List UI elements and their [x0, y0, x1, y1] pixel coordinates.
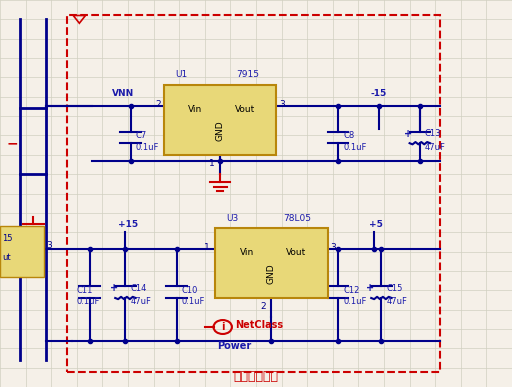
Text: 1: 1 — [209, 159, 215, 168]
Text: C10: C10 — [182, 286, 198, 295]
Text: 1: 1 — [204, 243, 210, 252]
Text: ブランケット: ブランケット — [233, 370, 279, 383]
Text: C14: C14 — [131, 284, 147, 293]
Bar — [67, 15, 440, 372]
Text: Vin: Vin — [240, 248, 254, 257]
Text: +15: +15 — [118, 220, 138, 229]
Text: 47uF: 47uF — [425, 142, 446, 152]
Text: C7: C7 — [136, 131, 147, 140]
Text: 47uF: 47uF — [387, 297, 408, 307]
Text: 3: 3 — [46, 241, 52, 250]
Text: C11: C11 — [77, 286, 93, 295]
Text: +: + — [404, 128, 412, 139]
Text: 0.1uF: 0.1uF — [343, 297, 367, 307]
Text: GND: GND — [216, 120, 225, 141]
Text: 0.1uF: 0.1uF — [136, 142, 159, 152]
Text: −: − — [7, 136, 18, 150]
Text: Vout: Vout — [286, 248, 306, 257]
Text: +: + — [366, 283, 374, 293]
Text: C8: C8 — [343, 131, 354, 140]
Text: 2: 2 — [261, 302, 266, 311]
Text: 0.1uF: 0.1uF — [77, 297, 100, 307]
Text: GND: GND — [267, 263, 276, 284]
Text: C13: C13 — [425, 129, 441, 138]
Text: NetClass: NetClass — [236, 320, 284, 330]
Text: 0.1uF: 0.1uF — [343, 142, 367, 152]
Text: 7915: 7915 — [237, 70, 260, 79]
Text: 0.1uF: 0.1uF — [182, 297, 205, 307]
Text: +5: +5 — [369, 220, 383, 229]
FancyBboxPatch shape — [215, 228, 328, 298]
Text: C12: C12 — [343, 286, 359, 295]
Text: VNN: VNN — [112, 89, 134, 98]
Text: 15: 15 — [3, 233, 13, 243]
Text: C15: C15 — [387, 284, 403, 293]
Text: +: + — [110, 283, 118, 293]
Text: Power: Power — [218, 341, 252, 351]
Text: U3: U3 — [226, 214, 239, 223]
Text: U1: U1 — [175, 70, 187, 79]
Text: -15: -15 — [371, 89, 387, 98]
Text: 78L05: 78L05 — [283, 214, 311, 223]
Text: Vin: Vin — [188, 105, 203, 114]
FancyBboxPatch shape — [0, 226, 44, 277]
Text: Vout: Vout — [235, 105, 255, 114]
FancyBboxPatch shape — [164, 85, 276, 155]
Text: i: i — [221, 322, 224, 332]
Text: 3: 3 — [330, 243, 336, 252]
Text: 2: 2 — [156, 99, 161, 109]
Text: ut: ut — [3, 253, 11, 262]
Text: 3: 3 — [279, 99, 285, 109]
Text: 47uF: 47uF — [131, 297, 152, 307]
